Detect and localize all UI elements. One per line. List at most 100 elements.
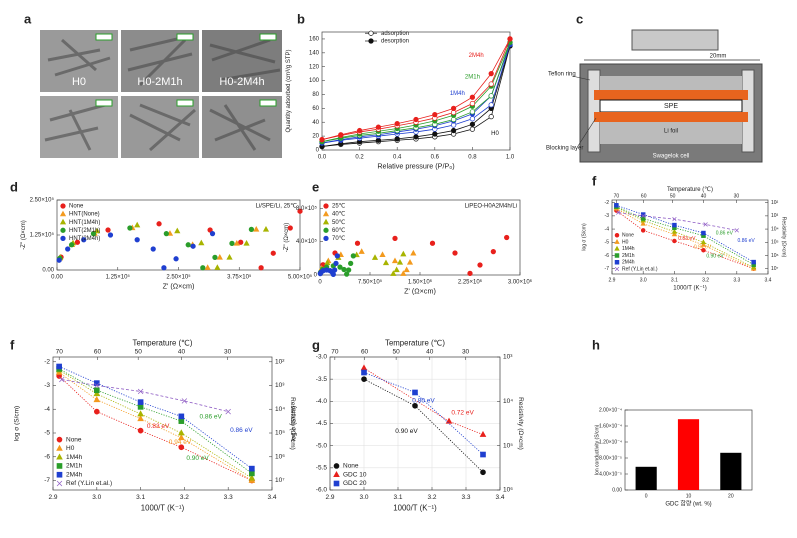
data-point <box>107 232 114 238</box>
data-point <box>432 111 438 118</box>
data-point <box>382 259 390 266</box>
legend-label: 2M4h <box>66 471 83 478</box>
data-point <box>413 134 419 140</box>
scale-bar <box>95 99 113 107</box>
data-point <box>406 259 414 265</box>
y-tick-label: -7 <box>605 266 610 272</box>
y2-tick-label: 10⁷ <box>771 266 779 272</box>
data-point <box>445 417 453 424</box>
data-point <box>341 266 347 273</box>
data-point <box>330 271 336 277</box>
data-point <box>450 127 457 134</box>
y2-axis-label: Resistivity (Ω×cm) <box>781 217 787 258</box>
x-axis-label: GDC 함량 (wt. %) <box>665 500 711 508</box>
series-line <box>58 366 253 469</box>
y-tick-label: 0 <box>314 273 318 279</box>
y-tick-label: 20 <box>312 134 319 140</box>
y2-tick-label: 10⁴ <box>771 226 779 232</box>
data-point <box>185 242 191 248</box>
data-point <box>469 94 476 100</box>
legend-label: Ref (Y.Lin et.al.) <box>66 480 112 487</box>
plot-frame <box>319 199 521 276</box>
data-point <box>65 246 71 252</box>
x-tick-label: 3.4 <box>267 494 276 501</box>
y-axis-label: -Z'' (Ω×cm) <box>284 223 290 253</box>
data-point <box>334 253 340 259</box>
data-point <box>396 259 404 265</box>
annotation: 0.94 eV <box>694 245 712 251</box>
plot-frame <box>321 31 511 151</box>
y-tick-label: 1.20×10⁻⁴ <box>599 439 622 445</box>
y2-tick-label: 10⁶ <box>771 253 779 259</box>
data-point <box>403 266 410 273</box>
data-point <box>641 213 646 219</box>
legend-marker <box>614 245 620 251</box>
ring-label: Teflon ring <box>548 72 576 78</box>
y-tick-label: -4 <box>605 226 610 232</box>
data-point <box>672 238 677 244</box>
x-tick-label: 2.9 <box>609 277 616 283</box>
data-point <box>379 251 386 258</box>
bar <box>720 452 742 490</box>
x2-tick-label: 60 <box>94 349 102 356</box>
y-tick-label: 100 <box>309 78 320 84</box>
y-tick-label: 4.0×10⁵ <box>296 238 318 245</box>
x2-tick-label: 30 <box>224 349 232 356</box>
tem-label: H0 <box>72 76 86 88</box>
x-tick-label: 0.4 <box>393 155 402 161</box>
data-point <box>346 267 352 273</box>
legend-marker <box>323 203 329 209</box>
data-point <box>410 249 417 256</box>
panel-letter: e <box>312 179 319 194</box>
data-point <box>480 451 486 458</box>
data-point <box>163 230 169 237</box>
y-tick-label: -4.0 <box>316 398 328 405</box>
y-tick-label: -2 <box>44 358 50 365</box>
data-point <box>488 71 494 77</box>
legend-label: 1M4h <box>66 454 83 461</box>
data-point <box>391 257 399 264</box>
x-tick-label: 0.6 <box>431 155 440 161</box>
y-tick-label: 140 <box>309 50 320 56</box>
li-foil <box>600 122 742 144</box>
x-tick-label: 2.25×10⁶ <box>458 279 483 286</box>
y-tick-label: -5 <box>44 430 50 437</box>
y-tick-label: -6.0 <box>316 487 328 494</box>
x2-tick-label: 30 <box>734 193 740 199</box>
data-point <box>488 114 494 120</box>
x2-tick-label: 30 <box>462 349 470 356</box>
data-point <box>190 243 196 249</box>
legend-marker <box>333 463 340 469</box>
data-point <box>344 271 350 277</box>
data-point <box>412 402 418 409</box>
x-tick-label: 3.1 <box>671 277 678 283</box>
data-point <box>59 376 65 383</box>
legend-marker <box>614 253 620 258</box>
electrode <box>600 76 742 90</box>
annotation: 0.72 eV <box>451 410 474 417</box>
x-tick-label: 3.1 <box>136 494 145 501</box>
data-point <box>249 470 255 477</box>
data-point <box>137 427 144 434</box>
plot-frame <box>329 356 501 491</box>
y-tick-label: -3 <box>44 382 50 389</box>
data-point <box>204 264 211 270</box>
data-point <box>137 388 144 395</box>
x-tick-label: 0.0 <box>318 155 327 161</box>
x2-tick-label: 70 <box>614 193 620 199</box>
data-point <box>181 398 188 404</box>
y2-axis-label: Resistivity (Ω×cm) <box>289 397 296 450</box>
spe-label: SPE <box>664 103 678 110</box>
data-point <box>616 210 621 215</box>
y-tick-label: 60 <box>312 106 319 112</box>
data-point <box>262 225 270 232</box>
panel-letter: b <box>297 11 305 26</box>
plot-frame <box>52 356 273 491</box>
legend-marker <box>56 444 63 451</box>
y2-tick-label: 10⁵ <box>275 430 285 437</box>
data-point <box>105 227 111 233</box>
bar <box>635 466 657 490</box>
data-point <box>319 136 325 143</box>
y-tick-label: -4.5 <box>316 420 328 427</box>
